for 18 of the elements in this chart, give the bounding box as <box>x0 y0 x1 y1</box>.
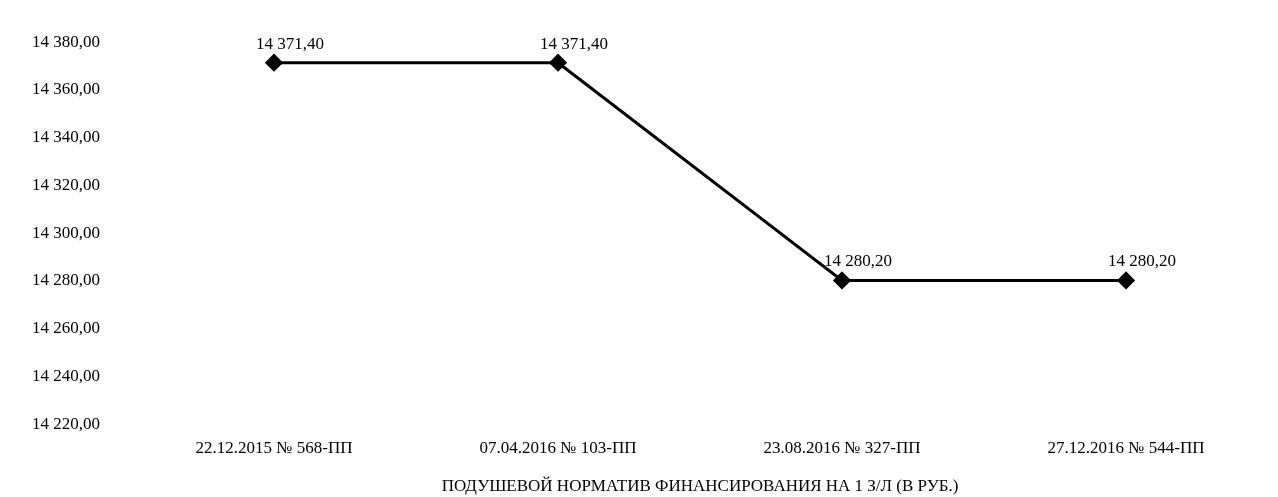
y-tick-label: 14 300,00 <box>32 222 100 242</box>
y-tick-label: 14 280,00 <box>32 270 100 290</box>
data-label: 14 280,20 <box>824 251 892 271</box>
y-tick-label: 14 360,00 <box>32 79 100 99</box>
data-label: 14 280,20 <box>1108 251 1176 271</box>
y-tick-label: 14 340,00 <box>32 127 100 147</box>
x-tick-label: 27.12.2016 № 544-ПП <box>1047 437 1205 457</box>
x-axis-title: ПОДУШЕВОЙ НОРМАТИВ ФИНАНСИРОВАНИЯ НА 1 З/Л (В РУБ.) <box>441 476 959 496</box>
y-tick-label: 14 220,00 <box>32 413 100 433</box>
y-tick-label: 14 240,00 <box>32 365 100 385</box>
data-label: 14 371,40 <box>256 33 324 53</box>
x-tick-label: 07.04.2016 № 103-ПП <box>479 437 637 457</box>
x-tick-label: 22.12.2015 № 568-ПП <box>195 437 353 457</box>
data-label: 14 371,40 <box>540 33 608 53</box>
x-tick-label: 23.08.2016 № 327-ПП <box>763 437 921 457</box>
y-tick-label: 14 260,00 <box>32 318 100 338</box>
y-tick-label: 14 380,00 <box>32 31 100 51</box>
y-tick-label: 14 320,00 <box>32 174 100 194</box>
